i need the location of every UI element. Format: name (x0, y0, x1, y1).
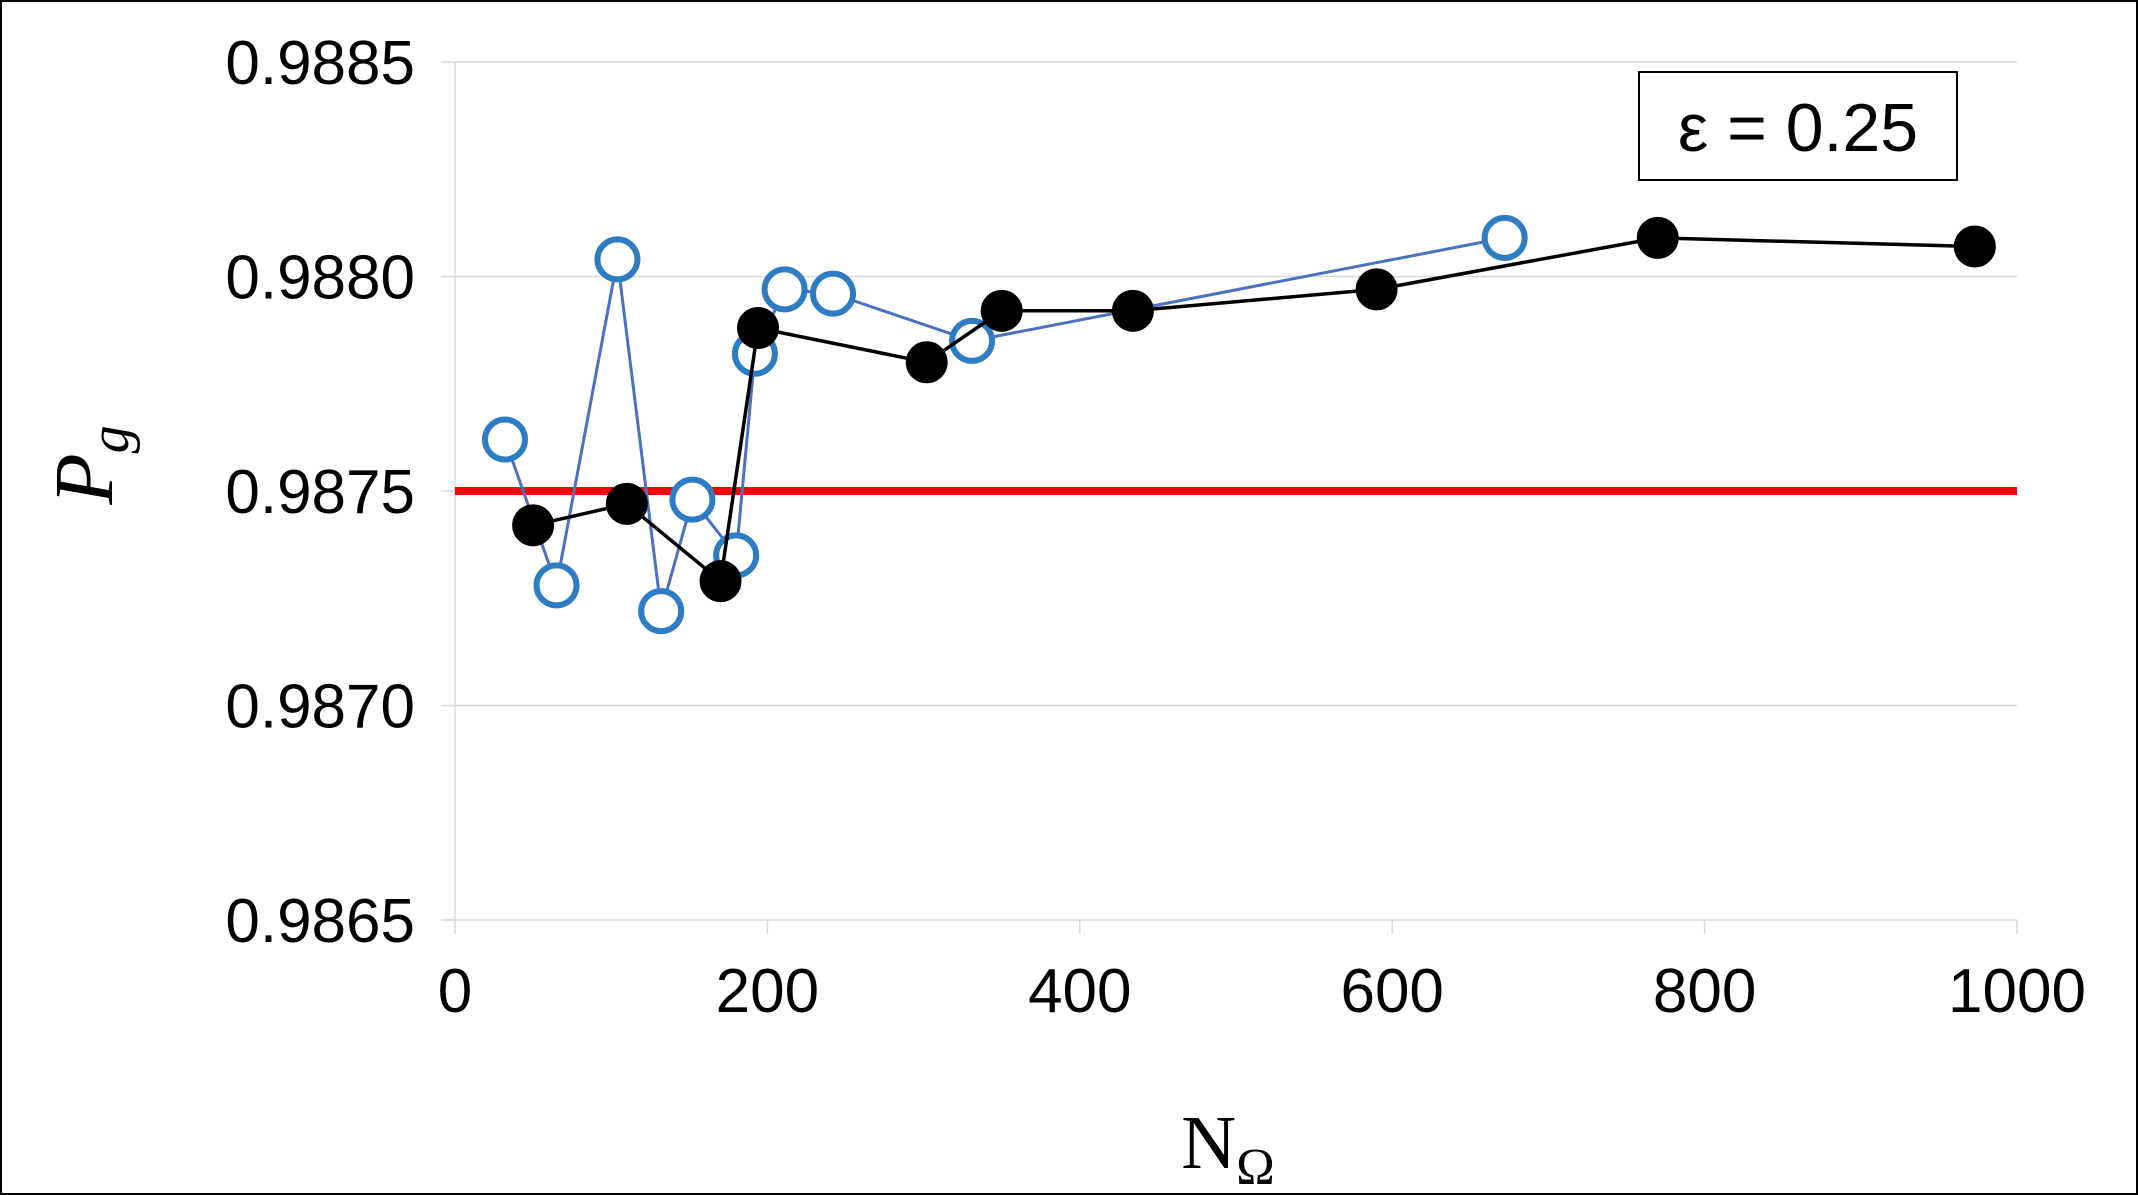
y-tick-label: 0.9865 (225, 887, 415, 956)
y-tick-label: 0.9870 (225, 673, 415, 742)
x-tick-label: 800 (1653, 957, 1756, 1026)
data-point (533, 562, 580, 609)
annotation-box-frame (1638, 71, 1958, 181)
series-line-2 (532, 236, 1975, 585)
data-point (669, 476, 716, 523)
y-axis-title: Pg (38, 425, 141, 505)
x-tick-label: 1000 (1948, 957, 2086, 1026)
data-point (1953, 225, 1996, 268)
data-point (1481, 214, 1528, 261)
data-series (481, 214, 1996, 635)
data-point (905, 341, 948, 384)
data-point (1355, 268, 1398, 311)
x-tick-label: 600 (1340, 957, 1443, 1026)
x-tick-label: 0 (438, 957, 472, 1026)
y-tick-label: 0.9875 (225, 458, 415, 527)
data-point (1111, 289, 1154, 332)
data-point (810, 270, 857, 317)
tick-labels: 0.9865 0.9870 0.9875 0.9880 0.9885 0 200 400 600… (225, 29, 2086, 1026)
annotation-label: ε = 0.25 (1678, 90, 1918, 166)
y-tick-label: 0.9880 (225, 244, 415, 313)
x-axis-title: NΩ (1181, 1101, 1275, 1195)
data-point (638, 588, 685, 635)
data-point (512, 504, 555, 547)
y-tick-label: 0.9885 (225, 29, 415, 98)
data-point (949, 317, 996, 364)
data-point (980, 289, 1023, 332)
data-point (481, 416, 528, 463)
x-tick-label: 400 (1028, 957, 1131, 1026)
data-point (737, 306, 780, 349)
x-tick-label: 200 (716, 957, 819, 1026)
data-point (605, 482, 648, 525)
data-point (594, 236, 641, 283)
data-point (761, 266, 808, 313)
data-point (699, 560, 742, 603)
data-point (1636, 216, 1679, 259)
annotation-box: ε = 0.25 (1638, 71, 1958, 181)
